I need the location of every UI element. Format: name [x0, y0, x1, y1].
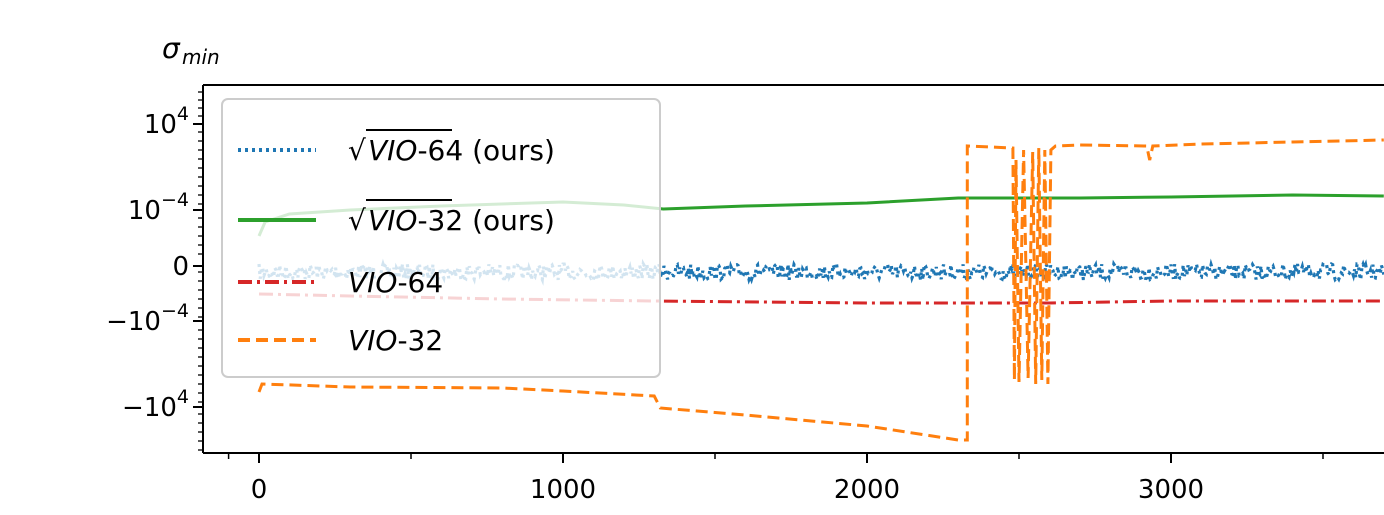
x-tick-label: 2000 — [834, 475, 900, 505]
y-axis-title: σ min — [162, 32, 220, 69]
y-tick-label: −10−4 — [106, 300, 189, 337]
legend-entry: VIO-32 — [348, 324, 443, 357]
y-tick-label: −104 — [122, 386, 189, 423]
x-tick-label: 3000 — [1138, 475, 1204, 505]
legend-label: VIO-32 — [348, 324, 443, 357]
y-tick-label: 10−4 — [128, 189, 189, 226]
legend-label: VIO-64 (ours) — [368, 134, 555, 167]
legend-label: VIO-32 (ours) — [368, 204, 555, 237]
legend-entry: √ VIO-32 (ours) — [348, 199, 555, 237]
sqrt-symbol: √ — [348, 134, 366, 167]
series-line-vio-32 — [257, 138, 1384, 442]
x-tick-label: 0 — [251, 475, 268, 505]
y-axis-label-symbol: σ — [162, 32, 181, 65]
series-line-sqrtvio-64 — [257, 258, 1384, 286]
sqrt-symbol: √ — [348, 204, 366, 237]
axes: 0 1000 2000 3000 104 10−4 0 −10−4 −104 — [106, 84, 1384, 505]
x-tick-label: 1000 — [530, 475, 596, 505]
legend-box — [221, 98, 661, 378]
legend-entry: VIO-64 — [348, 266, 443, 299]
y-axis-label-subscript: min — [182, 45, 220, 69]
legend-label: VIO-64 — [348, 266, 443, 299]
legend-entry: √ VIO-64 (ours) — [348, 129, 555, 167]
y-tick-label: 0 — [172, 252, 189, 282]
y-tick-label: 104 — [144, 103, 189, 140]
